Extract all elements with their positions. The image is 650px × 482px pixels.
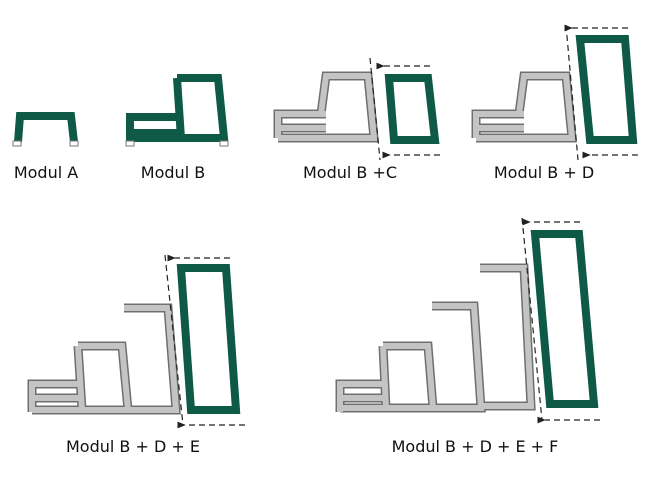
label: Modul B +C bbox=[303, 163, 397, 182]
module-a bbox=[12, 112, 79, 147]
label: Modul B + D + E + F bbox=[392, 437, 559, 456]
module-b-d bbox=[476, 24, 638, 161]
label: Modul A bbox=[14, 163, 78, 182]
module-b-c bbox=[278, 57, 440, 161]
module-b-d-e-f bbox=[335, 217, 600, 424]
module-b-d-e bbox=[27, 254, 245, 429]
label: Modul B + D bbox=[494, 163, 594, 182]
label: Modul B bbox=[141, 163, 205, 182]
module-b bbox=[125, 74, 229, 147]
label: Modul B + D + E bbox=[66, 437, 200, 456]
